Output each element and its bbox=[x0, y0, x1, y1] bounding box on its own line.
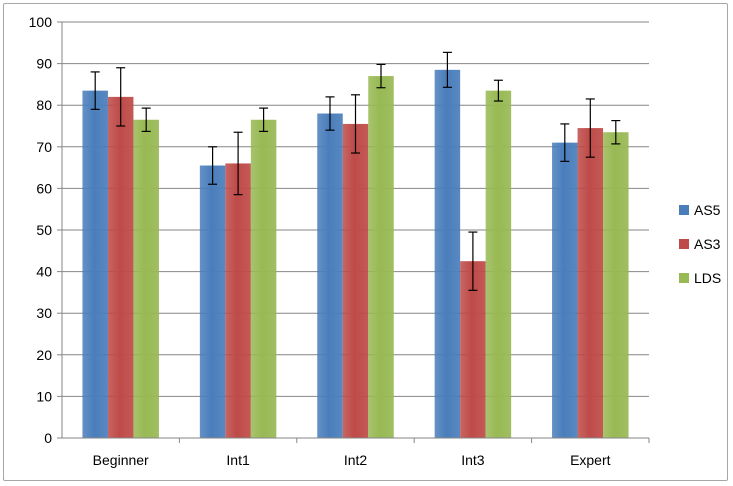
error-bar-as5-int3 bbox=[442, 51, 452, 88]
error-bar-as5-int1 bbox=[208, 146, 218, 185]
bar-lds-int3 bbox=[485, 90, 512, 438]
bars bbox=[82, 69, 629, 439]
bar-as5-int3 bbox=[434, 69, 461, 438]
y-tick-label: 80 bbox=[36, 97, 52, 113]
y-tick-label: 100 bbox=[29, 14, 53, 30]
legend-label: AS3 bbox=[694, 236, 721, 252]
bar-as5-int2 bbox=[317, 113, 343, 439]
error-bar-lds-int3 bbox=[493, 79, 503, 102]
bar-as3-beginner bbox=[107, 96, 134, 438]
bar-as5-expert bbox=[552, 142, 578, 438]
error-bar-as5-int2 bbox=[325, 96, 335, 131]
x-tick-label: Expert bbox=[570, 452, 611, 468]
error-bar-as3-expert bbox=[585, 98, 595, 158]
error-bar-as5-expert bbox=[560, 123, 570, 162]
error-bar-lds-expert bbox=[611, 119, 621, 145]
legend-item-lds: LDS bbox=[679, 270, 721, 286]
legend-swatch bbox=[679, 205, 689, 215]
legend-label: LDS bbox=[694, 270, 721, 286]
legend-item-as5: AS5 bbox=[679, 202, 721, 218]
y-tick-label: 40 bbox=[36, 264, 52, 280]
x-tick-label: Int1 bbox=[226, 452, 250, 468]
bar-as3-expert bbox=[577, 128, 604, 438]
error-bars bbox=[90, 51, 621, 291]
bar-lds-beginner bbox=[133, 119, 159, 438]
legend-swatch bbox=[679, 273, 689, 283]
x-axis-tick-labels: Beginner Int1 Int2 Int3 Expert bbox=[93, 452, 611, 468]
error-bar-lds-beginner bbox=[141, 107, 151, 133]
legend-swatch bbox=[679, 239, 689, 249]
error-bar-lds-int1 bbox=[259, 107, 269, 133]
x-tick-label: Int3 bbox=[461, 452, 485, 468]
bar-as3-int2 bbox=[342, 123, 369, 439]
error-bar-as3-int2 bbox=[351, 94, 360, 154]
legend-label: AS5 bbox=[694, 202, 721, 218]
error-bar-as3-int1 bbox=[233, 131, 243, 196]
bar-as3-int1 bbox=[225, 163, 251, 438]
error-bar-as3-beginner bbox=[116, 67, 126, 127]
error-bar-as5-beginner bbox=[90, 71, 100, 110]
y-tick-label: 10 bbox=[36, 388, 52, 404]
y-tick-label: 50 bbox=[36, 222, 52, 238]
y-axis-tick-labels: 0 10 20 30 40 50 60 70 80 90 100 bbox=[29, 14, 53, 446]
axes bbox=[61, 22, 650, 443]
x-tick-label: Beginner bbox=[93, 452, 149, 468]
bar-lds-int2 bbox=[368, 76, 394, 438]
x-tick-label: Int2 bbox=[344, 452, 368, 468]
y-tick-label: 0 bbox=[44, 430, 52, 446]
legend: AS5 AS3 LDS bbox=[679, 202, 721, 286]
bar-lds-expert bbox=[603, 132, 629, 439]
bar-lds-int1 bbox=[250, 119, 277, 438]
y-tick-label: 20 bbox=[36, 347, 52, 363]
error-bar-as3-int3 bbox=[468, 231, 478, 291]
y-tick-label: 30 bbox=[36, 305, 52, 321]
bar-as5-int1 bbox=[199, 165, 226, 438]
bar-as5-beginner bbox=[82, 90, 108, 438]
y-tick-label: 90 bbox=[36, 56, 52, 72]
y-tick-label: 60 bbox=[36, 180, 52, 196]
legend-item-as3: AS3 bbox=[679, 236, 721, 252]
y-tick-label: 70 bbox=[36, 139, 52, 155]
error-bar-lds-int2 bbox=[376, 63, 386, 89]
